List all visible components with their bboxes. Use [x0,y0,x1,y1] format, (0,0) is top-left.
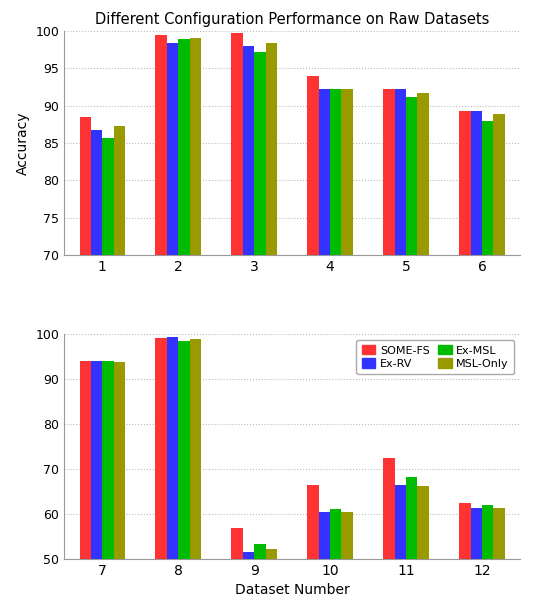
Bar [79,360,91,614]
Bar [406,96,418,614]
Bar [341,89,353,614]
Bar [155,35,167,614]
Bar [471,111,482,614]
Bar [91,360,102,614]
X-axis label: Dataset Number: Dataset Number [235,583,349,597]
Legend: SOME-FS, Ex-RV, Ex-MSL, MSL-Only: SOME-FS, Ex-RV, Ex-MSL, MSL-Only [356,340,515,375]
Bar [91,130,102,614]
Bar [319,512,330,614]
Bar [254,52,265,614]
Bar [406,477,418,614]
Bar [232,33,243,614]
Bar [459,111,471,614]
Bar [307,76,319,614]
Bar [178,39,190,614]
Bar [418,93,429,614]
Bar [319,89,330,614]
Bar [482,120,493,614]
Bar [330,509,341,614]
Bar [167,43,178,614]
Bar [383,89,394,614]
Bar [265,43,277,614]
Bar [79,117,91,614]
Bar [459,503,471,614]
Bar [178,341,190,614]
Title: Different Configuration Performance on Raw Datasets: Different Configuration Performance on R… [95,12,489,27]
Bar [190,339,201,614]
Bar [482,505,493,614]
Bar [114,362,125,614]
Bar [471,508,482,614]
Bar [254,545,265,614]
Bar [394,484,406,614]
Bar [394,89,406,614]
Bar [190,38,201,614]
Bar [114,126,125,614]
Bar [102,361,114,614]
Y-axis label: Accuracy: Accuracy [16,111,30,175]
Bar [265,550,277,614]
Bar [418,486,429,614]
Bar [243,552,254,614]
Bar [243,45,254,614]
Bar [155,338,167,614]
Bar [383,458,394,614]
Bar [330,89,341,614]
Bar [232,528,243,614]
Bar [167,337,178,614]
Bar [102,138,114,614]
Bar [307,484,319,614]
Bar [341,511,353,614]
Bar [493,114,505,614]
Bar [493,508,505,614]
